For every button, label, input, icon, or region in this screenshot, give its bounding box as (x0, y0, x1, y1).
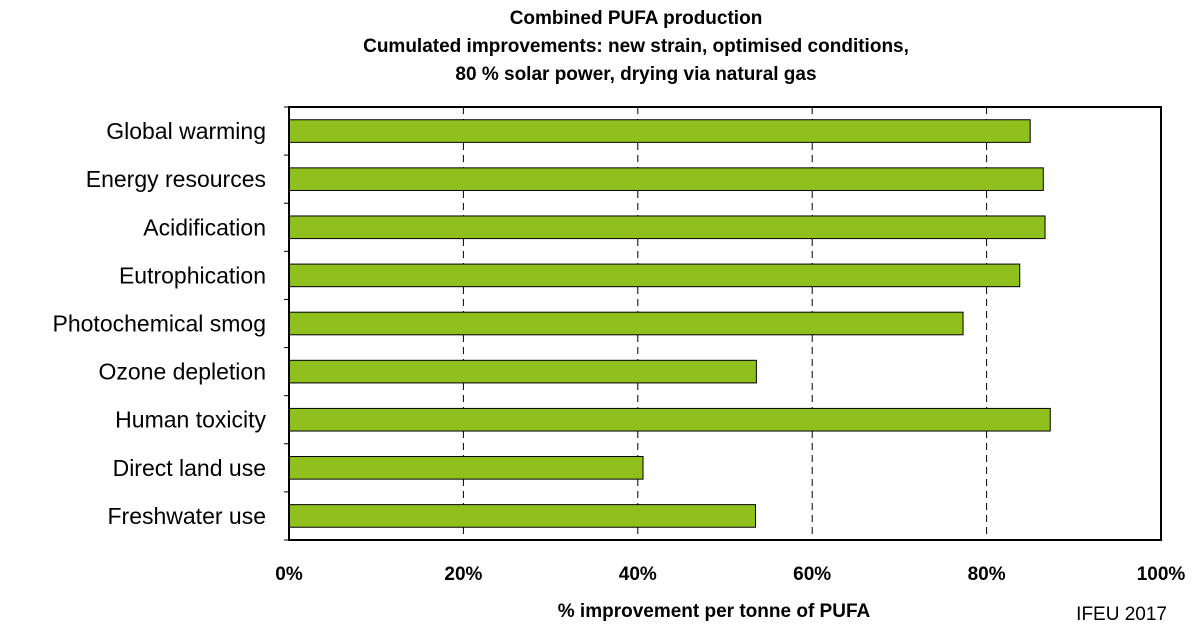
bar-energy-resources (288, 167, 1044, 191)
chart-title-line-1: Combined PUFA production (510, 8, 763, 29)
x-tick-labels: 0% 20% 40% 60% 80% 100% (275, 564, 1185, 585)
x-axis-label: % improvement per tonne of PUFA (558, 601, 871, 622)
chart-title-line-2: Cumulated improvements: new strain, opti… (363, 36, 909, 57)
x-tick-label: 40% (619, 564, 657, 585)
x-tick-label: 80% (968, 564, 1006, 585)
bar-direct-land-use (288, 456, 644, 480)
category-label: Photochemical smog (53, 311, 267, 337)
bar-eutrophication (288, 263, 1021, 288)
bars (288, 119, 1051, 528)
plot-area-frame (288, 106, 1162, 541)
category-label: Acidification (143, 214, 266, 240)
bar-freshwater-use (288, 504, 757, 528)
category-label: Direct land use (113, 455, 266, 481)
category-tick-marks (284, 106, 289, 541)
x-tick-label: 100% (1137, 564, 1186, 585)
bar-acidification (288, 215, 1046, 240)
x-tick-label: 60% (793, 564, 831, 585)
source-note: IFEU 2017 (1076, 604, 1167, 625)
x-tick-label: 20% (444, 564, 482, 585)
bar-photochemical-smog (288, 311, 964, 336)
category-labels: Global warming Energy resources Acidificat… (53, 118, 267, 529)
x-tick-label: 0% (275, 564, 303, 585)
category-label: Eutrophication (119, 262, 266, 288)
category-label: Freshwater use (107, 503, 266, 529)
category-label: Ozone depletion (98, 359, 266, 385)
category-label: Global warming (106, 118, 266, 144)
chart-title: Combined PUFA production Cumulated impro… (363, 8, 909, 85)
bar-global-warming (288, 119, 1031, 143)
bar-human-toxicity (288, 407, 1051, 432)
chart-title-line-3: 80 % solar power, drying via natural gas (455, 64, 816, 85)
bar-ozone-depletion (288, 359, 757, 384)
category-label: Energy resources (86, 166, 266, 192)
category-label: Human toxicity (115, 407, 266, 433)
